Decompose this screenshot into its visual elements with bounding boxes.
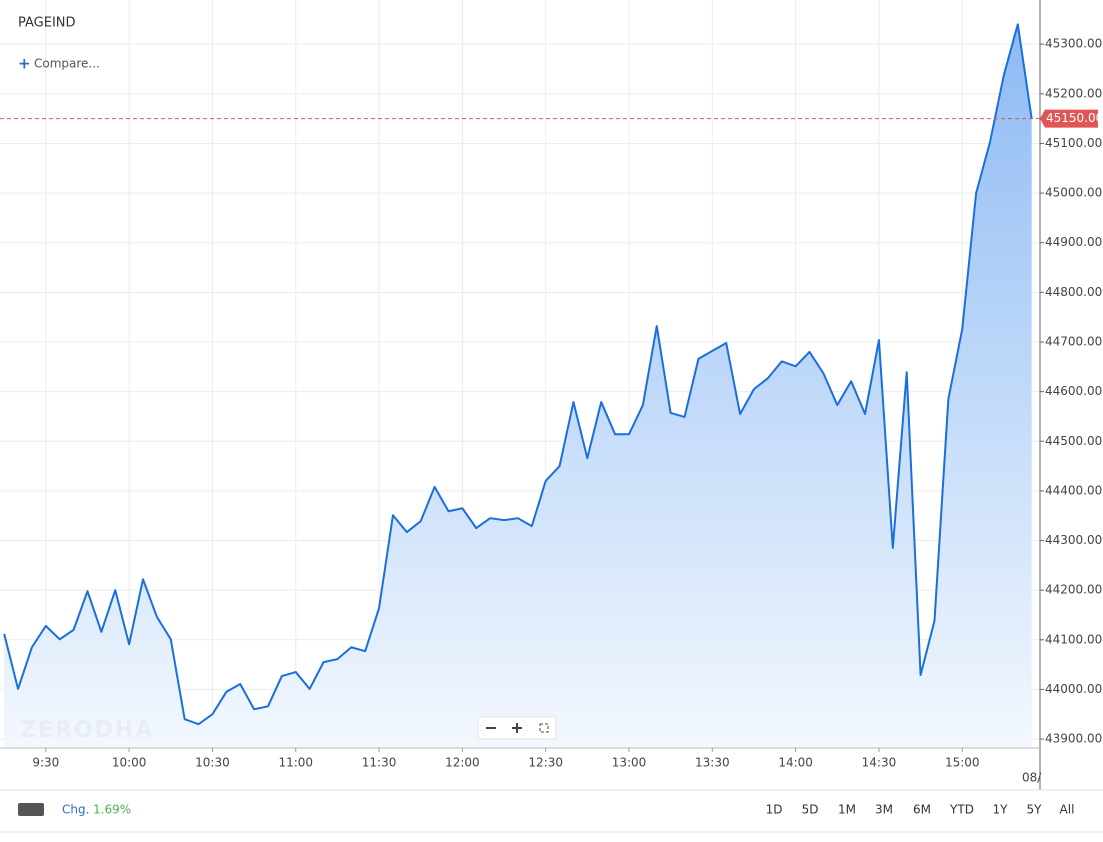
compare-plus[interactable]: + bbox=[18, 55, 31, 73]
y-tick-label: 43900.00 bbox=[1045, 732, 1102, 746]
x-tick-label: 12:30 bbox=[528, 756, 563, 770]
x-tick-label: 13:30 bbox=[695, 756, 730, 770]
y-tick-label: 44900.00 bbox=[1045, 235, 1102, 249]
x-tick-label: 12:00 bbox=[445, 756, 480, 770]
watermark: ZERODHA bbox=[20, 718, 154, 743]
range-button[interactable]: 1D bbox=[766, 803, 783, 817]
x-tick-label: 9:30 bbox=[32, 756, 59, 770]
y-tick-label: 45100.00 bbox=[1045, 136, 1102, 150]
range-buttons: 1D 5D 1M 3M 6M YTD 1Y 5Y All bbox=[766, 803, 1075, 817]
y-tick-label: 45300.00 bbox=[1045, 37, 1102, 51]
plot bbox=[0, 23, 1040, 748]
x-tick-label: 11:30 bbox=[362, 756, 397, 770]
x-tick-label: 14:00 bbox=[778, 756, 813, 770]
last-price-tag bbox=[1040, 109, 1098, 128]
symbol: PAGEIND bbox=[18, 16, 76, 31]
range-button[interactable]: YTD bbox=[949, 803, 974, 817]
range-button[interactable]: All bbox=[1060, 803, 1075, 817]
range-button[interactable]: 6M bbox=[913, 803, 931, 817]
y-tick-label: 44300.00 bbox=[1045, 533, 1102, 547]
zoom-controls bbox=[477, 716, 557, 740]
y-tick-label: 45200.00 bbox=[1045, 86, 1102, 100]
area bbox=[4, 24, 1032, 748]
y-tick-label: 44800.00 bbox=[1045, 285, 1102, 299]
x-tick-label: 13:00 bbox=[612, 756, 647, 770]
fullscreen[interactable] bbox=[539, 723, 549, 733]
y-tick-label: 44200.00 bbox=[1045, 583, 1102, 597]
y-tick-label: 44600.00 bbox=[1045, 384, 1102, 398]
y-tick-label: 44000.00 bbox=[1045, 682, 1102, 696]
x-tick-label: 11:00 bbox=[278, 756, 313, 770]
y-tick-label: 44500.00 bbox=[1045, 434, 1102, 448]
x-tick-label: 10:30 bbox=[195, 756, 230, 770]
range-button[interactable]: 5D bbox=[802, 803, 819, 817]
range-button[interactable]: 1M bbox=[838, 803, 856, 817]
x-tick-label: 14:30 bbox=[862, 756, 897, 770]
range-button[interactable]: 3M bbox=[875, 803, 893, 817]
change-value: 1.69% bbox=[93, 803, 131, 817]
x-tick-label: 15:00 bbox=[945, 756, 980, 770]
change-label: Chg. bbox=[62, 803, 89, 817]
y-tick-label: 44700.00 bbox=[1045, 334, 1102, 348]
y-tick-label: 44100.00 bbox=[1045, 632, 1102, 646]
y-tick-label: 44400.00 bbox=[1045, 483, 1102, 497]
y-tick-label: 45000.00 bbox=[1045, 186, 1102, 200]
price-line bbox=[3, 23, 1033, 726]
date-label: 08/ bbox=[1022, 771, 1042, 785]
x-tick-label: 10:00 bbox=[112, 756, 147, 770]
compare-button[interactable]: Compare... bbox=[34, 57, 100, 71]
axes: 43900.00 44000.00 44100.00 44200.00 44300.00… bbox=[32, 37, 1103, 785]
range-button[interactable]: 5Y bbox=[1027, 803, 1043, 817]
keyboard-icon[interactable] bbox=[18, 803, 44, 816]
range-button[interactable]: 1Y bbox=[993, 803, 1009, 817]
last-price-label: 45150.00 bbox=[1046, 111, 1103, 125]
